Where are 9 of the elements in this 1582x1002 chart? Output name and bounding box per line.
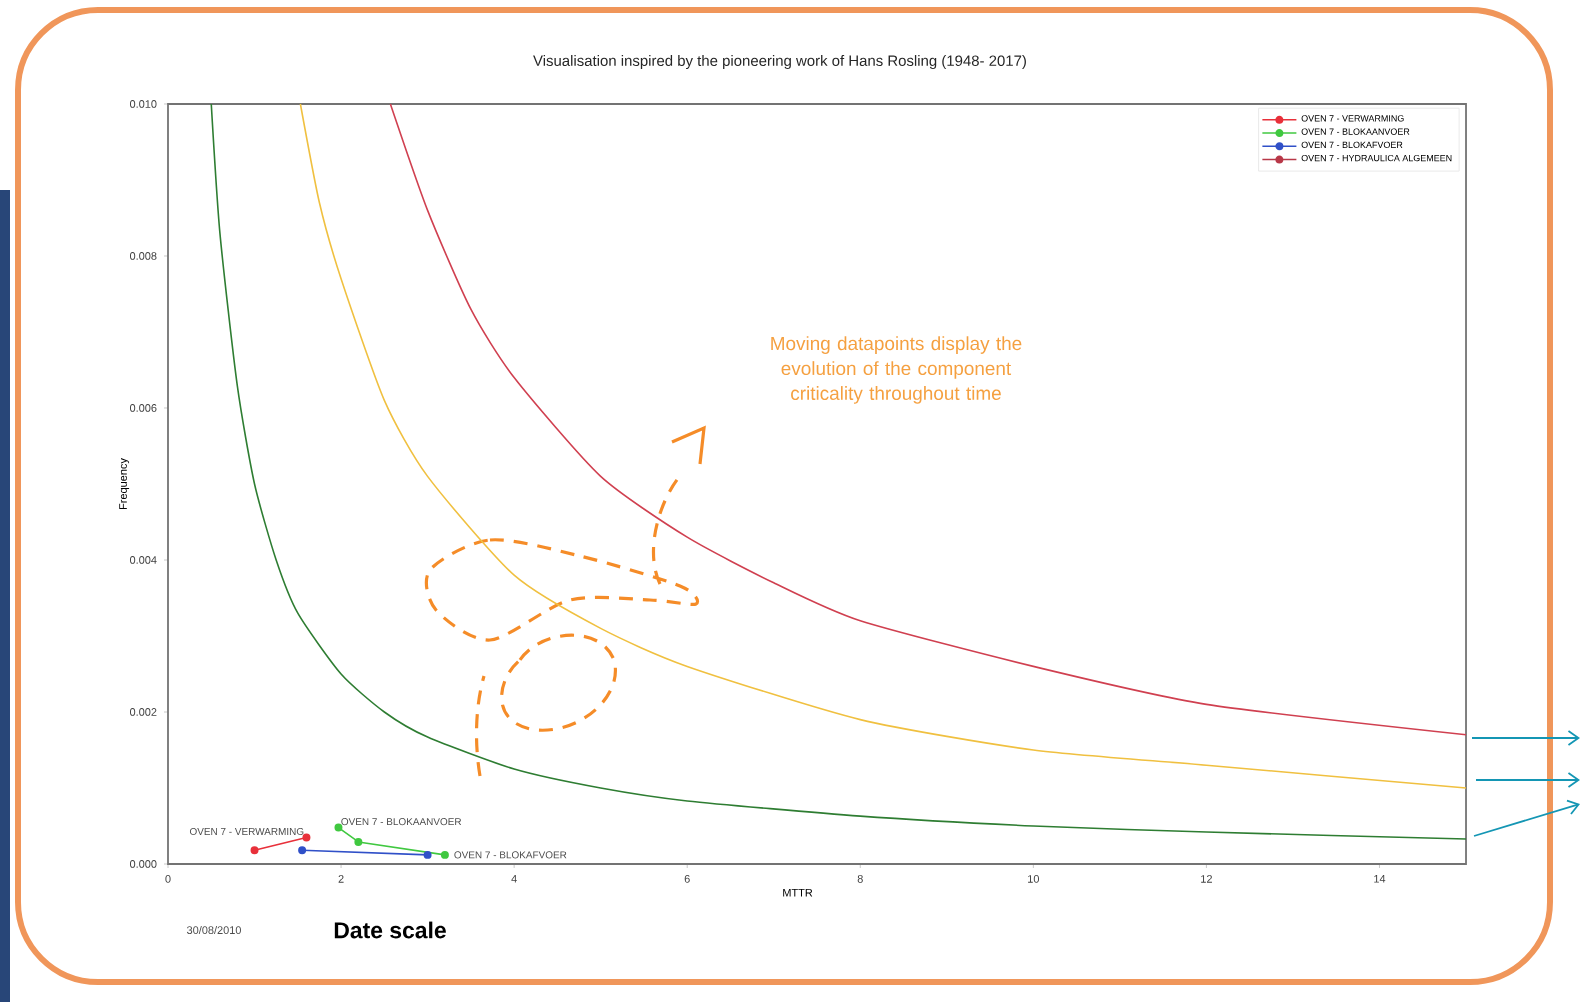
point [298, 846, 307, 855]
point [302, 833, 311, 842]
point [423, 850, 432, 859]
annotation: Moving datapoints display the evolution of the component criticality throughout time [771, 336, 1022, 404]
point [354, 837, 363, 846]
point [334, 823, 343, 832]
point [440, 850, 449, 859]
point [250, 846, 259, 855]
text: Date scale [334, 921, 446, 939]
